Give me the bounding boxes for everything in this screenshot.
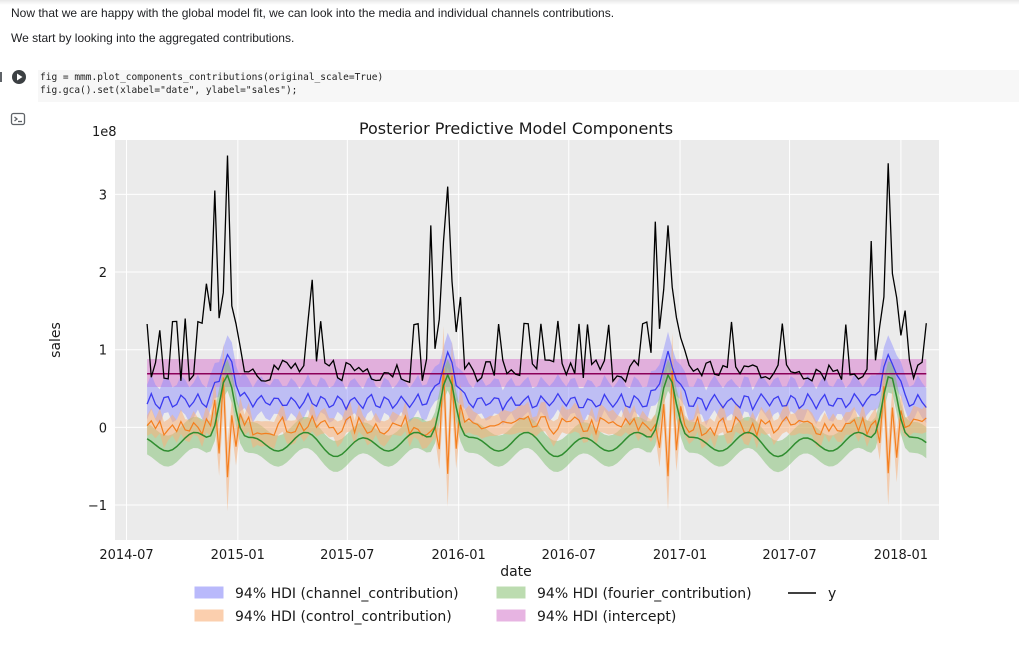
legend-swatch-channel: [194, 586, 224, 599]
x-tick-label: 2017-01: [653, 548, 707, 563]
legend-label-y: y: [828, 586, 836, 602]
legend-swatch-control: [194, 609, 224, 622]
x-tick-label: 2018-01: [874, 548, 928, 563]
channel-band: [147, 331, 927, 426]
top-divider: [0, 0, 1019, 5]
y-offset-label: 1e8: [92, 125, 117, 140]
markdown-text-2: We start by looking into the aggregated …: [11, 31, 295, 45]
x-tick-label: 2016-01: [431, 548, 485, 563]
legend: 94% HDI (channel_contribution) 94% HDI (f…: [194, 586, 836, 625]
y-tick-label: −1: [88, 499, 107, 514]
plot-area: [115, 140, 939, 540]
legend-label-channel: 94% HDI (channel_contribution): [235, 586, 459, 602]
y-tick-label: 0: [99, 421, 107, 436]
control-band: [147, 326, 927, 512]
y-line: [146, 155, 927, 384]
y-tick-label: 1: [99, 344, 107, 359]
legend-swatch-intercept: [496, 609, 526, 622]
series-lines: [146, 155, 927, 478]
legend-label-fourier: 94% HDI (fourier_contribution): [537, 586, 752, 602]
output-toggle-icon[interactable]: [10, 112, 28, 126]
channel-line: [146, 350, 927, 412]
code-line-2: fig.gca().set(xlabel="date", ylabel="sal…: [40, 85, 298, 96]
legend-label-control: 94% HDI (control_contribution): [235, 609, 452, 625]
cell-focus-marker: [0, 72, 6, 82]
code-cell: fig = mmm.plot_components_contributions(…: [0, 62, 1019, 653]
code-line-1: fig = mmm.plot_components_contributions(…: [40, 72, 384, 83]
code-editor[interactable]: fig = mmm.plot_components_contributions(…: [38, 70, 1019, 102]
chart-title: Posterior Predictive Model Components: [359, 119, 673, 138]
y-tick-label: 2: [99, 266, 107, 281]
play-icon[interactable]: [12, 70, 26, 84]
x-tick-label: 2016-07: [542, 548, 596, 563]
axis-ticks: −1 0 1 2 3 2014-07 2015-01 2015-07 2016-01 2016-0…: [88, 188, 928, 563]
x-tick-label: 2015-07: [320, 548, 374, 563]
y-axis-label: sales: [48, 322, 64, 358]
grid-lines: [115, 140, 939, 540]
fourier-line: [146, 372, 927, 458]
y-tick-label: 3: [99, 188, 107, 203]
x-tick-label: 2014-07: [99, 548, 153, 563]
legend-label-intercept: 94% HDI (intercept): [537, 609, 676, 625]
legend-swatch-fourier: [496, 586, 526, 599]
x-tick-label: 2015-01: [211, 548, 265, 563]
markdown-text-1: Now that we are happy with the global mo…: [11, 6, 615, 20]
control-line: [146, 366, 927, 478]
components-chart: Posterior Predictive Model Components 1e…: [48, 119, 939, 625]
x-tick-label: 2017-07: [762, 548, 816, 563]
x-axis-label: date: [500, 564, 532, 580]
